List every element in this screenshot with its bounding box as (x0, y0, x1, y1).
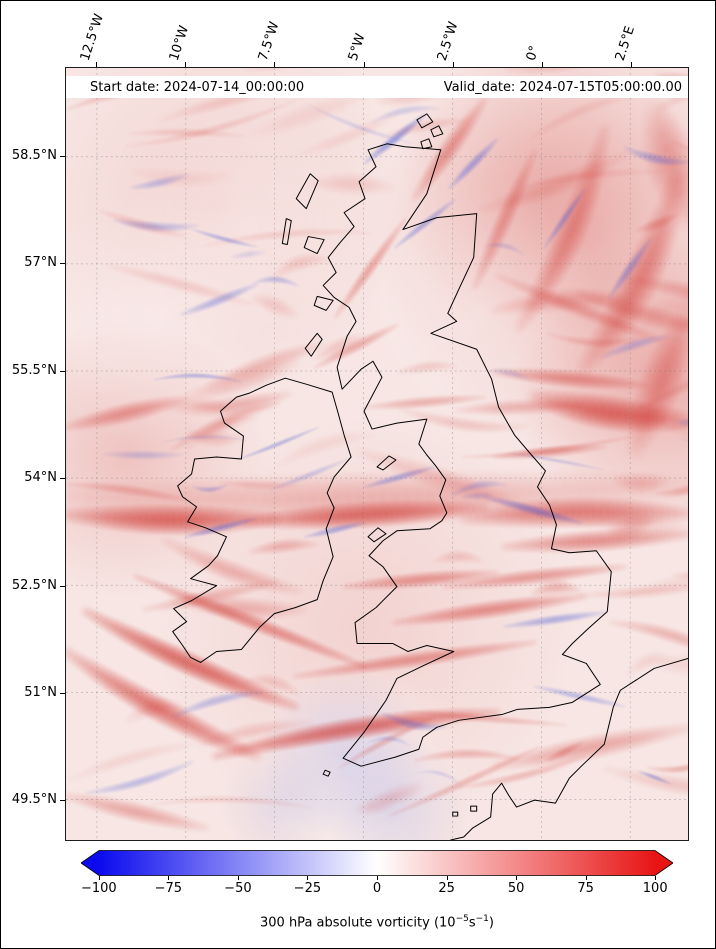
valid-date-text: Valid_date: 2024-07-15T05:00:00.00 (443, 79, 682, 95)
colorbar-tick-label: −75 (154, 881, 183, 896)
lon-tick-mark (274, 62, 276, 67)
lon-tick-label: 0° (523, 43, 543, 63)
colorbar-tick-mark (377, 876, 378, 880)
lat-tick-mark (60, 800, 65, 802)
lon-tick-label: 12.5°W (77, 12, 107, 63)
lat-tick-mark (60, 263, 65, 265)
island-channel-2 (452, 811, 459, 817)
colorbar-tick-mark (655, 876, 657, 880)
colorbar-label-exponent: −5 (455, 914, 469, 924)
island-skye (303, 236, 325, 255)
lat-tick-mark (60, 693, 65, 694)
lat-tick-label: 58.5°N (11, 148, 57, 163)
colorbar-tick-mark (98, 876, 100, 880)
colorbar-tick-label: 0 (372, 881, 382, 896)
lat-tick-label: 52.5°N (11, 577, 57, 593)
colorbar-label-exponent2: −1 (475, 914, 489, 924)
lon-tick-mark (631, 62, 633, 67)
gridlines (66, 68, 688, 840)
start-date-text: Start date: 2024-07-14_00:00:00 (90, 79, 305, 95)
date-strip: Start date: 2024-07-14_00:00:00 Valid_da… (66, 76, 688, 98)
lon-tick-label: 10°W (166, 23, 193, 63)
island-channel-1 (470, 805, 478, 812)
lon-tick-label: 2.5°E (612, 24, 639, 63)
coastline-ireland (172, 377, 352, 663)
island-isle-of-man (376, 455, 397, 471)
colorbar-gradient (80, 850, 674, 876)
island-orkney-2 (430, 125, 444, 138)
colorbar-tick-mark (446, 876, 448, 880)
lon-tick-label: 7.5°W (256, 19, 283, 63)
colorbar (80, 850, 674, 876)
lat-tick-label: 49.5°N (11, 792, 57, 808)
lon-tick-mark (363, 62, 365, 67)
lon-tick-mark (452, 62, 454, 67)
colorbar-tick-mark (516, 876, 518, 880)
island-lewis (295, 173, 319, 210)
map-overlay (66, 68, 688, 840)
island-orkney-3 (420, 138, 433, 150)
colorbar-tick-label: 25 (438, 881, 455, 896)
colorbar-tick-label: −100 (80, 881, 117, 896)
lon-tick-label: 2.5°W (434, 19, 462, 63)
colorbar-tick-label: 75 (577, 881, 594, 896)
island-anglesey (367, 527, 387, 543)
island-uist (281, 218, 292, 246)
lat-tick-mark (60, 156, 65, 157)
coastline-great-britain (322, 143, 612, 767)
colorbar-tick-label: 100 (642, 881, 668, 896)
coastlines (172, 113, 688, 840)
map-plot: Start date: 2024-07-14_00:00:00 Valid_da… (65, 67, 689, 841)
colorbar-tick-mark (168, 876, 170, 880)
island-islay (304, 332, 323, 357)
lat-tick-mark (60, 478, 65, 480)
colorbar-tick-mark (307, 876, 309, 880)
colorbar-tick-mark (237, 876, 239, 880)
lat-tick-label: 57°N (24, 255, 57, 271)
coastline-france (450, 657, 688, 840)
island-mull (313, 295, 334, 311)
colorbar-tick-label: −50 (224, 881, 252, 896)
colorbar-label-text: 300 hPa absolute vorticity (10 (260, 915, 456, 931)
island-orkney-1 (416, 113, 434, 129)
lon-tick-mark (541, 62, 543, 67)
lat-tick-mark (60, 370, 65, 372)
island-scilly (322, 769, 331, 777)
colorbar-tick-label: −25 (293, 881, 322, 896)
colorbar-tick-label: 50 (507, 881, 525, 896)
colorbar-label-unit: s (468, 915, 476, 931)
lon-tick-mark (96, 62, 97, 67)
lon-tick-label: 5°W (345, 31, 369, 63)
lat-tick-mark (60, 585, 65, 587)
colorbar-label-close: ) (488, 915, 494, 931)
lon-tick-mark (185, 62, 187, 67)
lat-tick-label: 51°N (24, 685, 57, 700)
vorticity-field-canvas (66, 68, 688, 840)
lat-tick-label: 55.5°N (11, 362, 57, 378)
lat-tick-label: 54°N (24, 470, 57, 486)
colorbar-label: 300 hPa absolute vorticity (10−5s−1) (81, 914, 673, 930)
colorbar-tick-mark (585, 876, 587, 880)
